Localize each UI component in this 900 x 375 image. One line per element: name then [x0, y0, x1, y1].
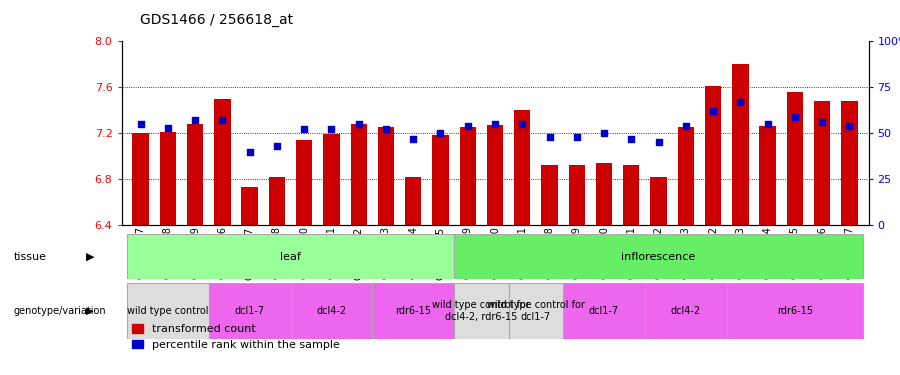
Bar — [569, 165, 585, 225]
Text: dcl4-2: dcl4-2 — [317, 306, 346, 316]
Bar — [460, 128, 476, 225]
Bar — [705, 86, 721, 225]
Point — [352, 121, 366, 127]
Bar — [350, 124, 367, 225]
Bar — [214, 99, 230, 225]
Point — [842, 123, 857, 129]
Text: genotype/variation: genotype/variation — [14, 306, 106, 316]
Point — [543, 134, 557, 140]
Bar — [760, 126, 776, 225]
Bar — [563, 283, 645, 339]
Bar — [787, 92, 803, 225]
Bar — [187, 124, 203, 225]
Point — [433, 130, 447, 136]
Bar — [454, 283, 508, 339]
Text: GDS1466 / 256618_at: GDS1466 / 256618_at — [140, 13, 292, 27]
Bar — [323, 134, 339, 225]
Bar — [405, 177, 421, 225]
Bar — [269, 177, 285, 225]
Text: ▶: ▶ — [86, 252, 94, 262]
Bar — [373, 283, 454, 339]
Point — [324, 126, 338, 132]
Bar — [159, 132, 176, 225]
Bar — [127, 283, 209, 339]
Bar — [678, 128, 694, 225]
Point — [788, 114, 802, 120]
Point — [133, 121, 148, 127]
Point — [488, 121, 502, 127]
Bar — [623, 165, 640, 225]
Point — [215, 117, 230, 123]
Point — [815, 119, 830, 125]
Point — [188, 117, 202, 123]
Point — [597, 130, 611, 136]
Text: inflorescence: inflorescence — [622, 252, 696, 262]
Text: dcl1-7: dcl1-7 — [235, 306, 265, 316]
Bar — [454, 234, 863, 279]
Point — [624, 136, 638, 142]
Text: wild type control for
dcl1-7: wild type control for dcl1-7 — [487, 300, 585, 322]
Point — [379, 126, 393, 132]
Bar — [132, 133, 148, 225]
Text: tissue: tissue — [14, 252, 47, 262]
Bar — [514, 110, 530, 225]
Bar — [432, 135, 449, 225]
Bar — [209, 283, 291, 339]
Bar — [814, 101, 831, 225]
Bar — [651, 177, 667, 225]
Point — [406, 136, 420, 142]
Point — [242, 148, 256, 154]
Text: wild type control for
dcl4-2, rdr6-15: wild type control for dcl4-2, rdr6-15 — [432, 300, 530, 322]
Bar — [487, 125, 503, 225]
Point — [706, 108, 720, 114]
Point — [734, 99, 748, 105]
Bar — [541, 165, 558, 225]
Bar — [733, 64, 749, 225]
Text: leaf: leaf — [280, 252, 301, 262]
Point — [652, 140, 666, 146]
Point — [570, 134, 584, 140]
Text: dcl4-2: dcl4-2 — [670, 306, 701, 316]
Point — [270, 143, 284, 149]
Bar — [378, 128, 394, 225]
Bar — [241, 187, 257, 225]
Legend: transformed count, percentile rank within the sample: transformed count, percentile rank withi… — [127, 320, 344, 354]
Point — [160, 124, 175, 130]
Point — [515, 121, 529, 127]
Bar — [291, 283, 373, 339]
Bar — [596, 163, 612, 225]
Bar — [645, 283, 726, 339]
Text: rdr6-15: rdr6-15 — [777, 306, 813, 316]
Bar — [296, 140, 312, 225]
Text: dcl1-7: dcl1-7 — [589, 306, 619, 316]
Text: ▶: ▶ — [86, 306, 93, 316]
Point — [461, 123, 475, 129]
Bar — [726, 283, 863, 339]
Bar — [842, 101, 858, 225]
Point — [760, 121, 775, 127]
Text: rdr6-15: rdr6-15 — [395, 306, 431, 316]
Text: wild type control: wild type control — [127, 306, 209, 316]
Point — [679, 123, 693, 129]
Bar — [127, 234, 454, 279]
Point — [297, 126, 311, 132]
Bar — [508, 283, 563, 339]
